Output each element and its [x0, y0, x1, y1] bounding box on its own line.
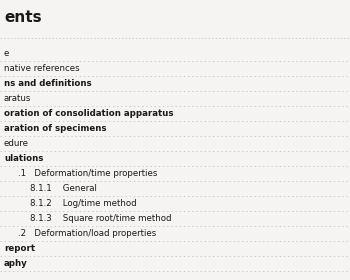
- Text: ents: ents: [4, 10, 42, 25]
- Text: native references: native references: [4, 64, 80, 73]
- Text: .1   Deformation/time properties: .1 Deformation/time properties: [18, 169, 158, 178]
- Text: oration of consolidation apparatus: oration of consolidation apparatus: [4, 109, 174, 118]
- Text: ns and definitions: ns and definitions: [4, 79, 92, 88]
- Text: ulations: ulations: [4, 154, 43, 163]
- Text: 8.1.3    Square root/time method: 8.1.3 Square root/time method: [30, 214, 172, 223]
- Text: .2   Deformation/load properties: .2 Deformation/load properties: [18, 229, 156, 238]
- Text: aphy: aphy: [4, 259, 28, 268]
- Text: e: e: [4, 49, 9, 58]
- Text: report: report: [4, 244, 35, 253]
- Text: 8.1.2    Log/time method: 8.1.2 Log/time method: [30, 199, 137, 208]
- Text: aration of specimens: aration of specimens: [4, 124, 106, 133]
- Text: edure: edure: [4, 139, 29, 148]
- Text: aratus: aratus: [4, 94, 32, 103]
- Text: 8.1.1    General: 8.1.1 General: [30, 184, 97, 193]
